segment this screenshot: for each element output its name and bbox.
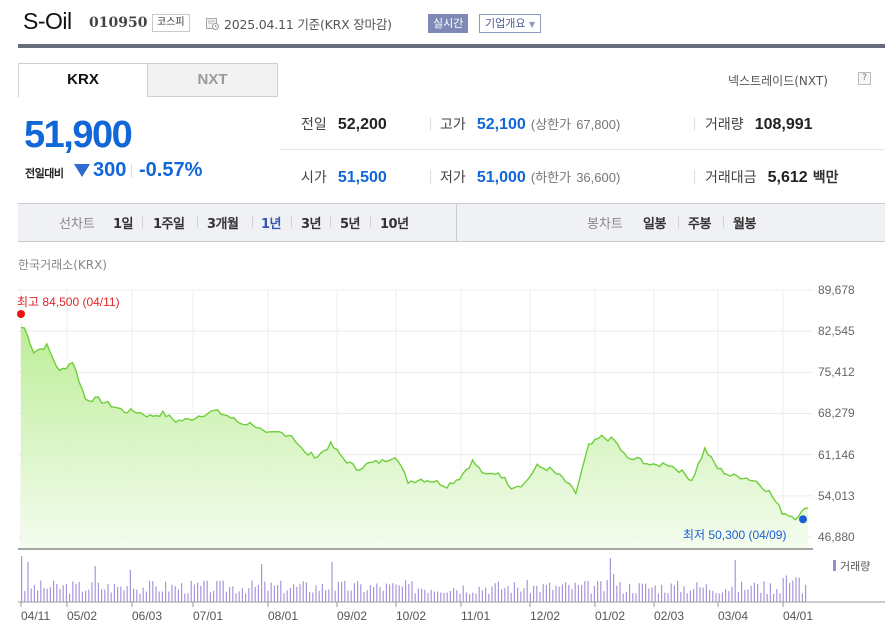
high-price: 고가 52,100 (상한가 67,800)	[440, 116, 621, 133]
divider	[197, 216, 198, 228]
trade-amount: 거래대금 5,612 백만	[705, 169, 839, 186]
stock-code: 010950	[89, 15, 148, 31]
help-icon[interactable]: ?	[858, 72, 871, 85]
high-marker	[17, 310, 25, 318]
y-tick: 75,412	[818, 365, 855, 379]
y-tick: 46,880	[818, 530, 855, 544]
x-tick: 04/01	[783, 609, 814, 623]
divider	[252, 216, 253, 228]
market-badge: 코스피	[152, 14, 190, 32]
realtime-button[interactable]: 실시간	[428, 14, 469, 33]
period-3y[interactable]: 3년	[301, 217, 322, 232]
volume-legend: 거래량	[840, 560, 871, 573]
y-tick: 68,279	[818, 406, 855, 420]
volume: 거래량 108,991	[705, 116, 813, 133]
upper-limit-label: (상한가	[530, 117, 572, 132]
low-price: 저가 51,000 (하한가 36,600)	[440, 169, 621, 186]
x-tick: 11/01	[461, 609, 491, 623]
info-divider	[280, 149, 885, 150]
period-1d[interactable]: 1일	[113, 217, 134, 232]
high-value: 52,100	[476, 116, 526, 133]
divider	[430, 170, 431, 184]
divider	[430, 117, 431, 131]
calendar-clock-icon	[206, 18, 219, 30]
line-chart-label: 선차트	[59, 217, 95, 232]
x-tick: 02/03	[654, 609, 685, 623]
price-chart[interactable]	[0, 280, 885, 637]
period-5y[interactable]: 5년	[340, 217, 361, 232]
company-name: S-Oil	[23, 8, 72, 34]
divider	[694, 117, 695, 131]
price-line	[20, 326, 809, 521]
low-annotation: 최저 50,300 (04/09)	[683, 528, 787, 542]
y-tick: 61,146	[818, 448, 855, 462]
divider	[678, 216, 679, 228]
x-tick: 01/02	[595, 609, 626, 623]
y-tick: 82,545	[818, 324, 855, 338]
open-value: 51,500	[337, 169, 387, 186]
change-value: 300	[93, 159, 127, 181]
divider	[142, 216, 143, 228]
trade-amount-unit: 백만	[812, 170, 839, 186]
tab-nxt[interactable]: NXT	[147, 63, 278, 97]
x-tick-marks	[20, 602, 784, 607]
x-tick: 12/02	[530, 609, 561, 623]
caret-down-icon: ▼	[528, 20, 536, 29]
low-value: 51,000	[476, 169, 526, 186]
period-10y[interactable]: 10년	[380, 217, 409, 232]
x-tick: 09/02	[337, 609, 368, 623]
period-3m[interactable]: 3개월	[207, 217, 239, 232]
upper-limit-value: 67,800)	[576, 117, 621, 132]
x-tick: 05/02	[67, 609, 98, 623]
divider	[456, 203, 457, 242]
trade-amount-value: 5,612	[767, 169, 808, 186]
y-tick: 89,678	[818, 283, 855, 297]
period-1w[interactable]: 1주일	[153, 217, 185, 232]
candle-weekly[interactable]: 주봉	[688, 217, 711, 232]
candle-chart-label: 봉차트	[587, 217, 623, 232]
divider	[370, 216, 371, 228]
lower-limit-label: (하한가	[530, 170, 572, 185]
x-tick: 03/04	[718, 609, 749, 623]
company-info-label: 기업개요	[485, 17, 526, 30]
prev-close: 전일 52,200	[301, 116, 387, 133]
reference-date: 2025.04.11 기준(KRX 장마감)	[224, 17, 392, 32]
period-1y[interactable]: 1년	[261, 217, 282, 232]
volume-legend-swatch	[833, 560, 836, 571]
divider	[291, 216, 292, 228]
y-tick: 54,013	[818, 489, 855, 503]
period-bar	[18, 203, 885, 242]
lower-limit-value: 36,600)	[576, 170, 621, 185]
company-info-dropdown[interactable]: 기업개요 ▼	[479, 14, 542, 33]
divider	[723, 216, 724, 228]
x-tick: 06/03	[132, 609, 163, 623]
exchange-label: 한국거래소(KRX)	[18, 258, 107, 272]
high-annotation: 최고 84,500 (04/11)	[17, 295, 120, 309]
change-label: 전일대비	[25, 167, 64, 180]
down-arrow-icon	[74, 164, 90, 177]
divider	[131, 164, 132, 178]
header-divider	[18, 44, 885, 48]
prev-close-value: 52,200	[337, 116, 387, 133]
x-tick: 04/11	[21, 609, 51, 623]
candle-daily[interactable]: 일봉	[643, 217, 666, 232]
price-area	[21, 327, 808, 549]
x-tick: 07/01	[193, 609, 224, 623]
volume-bars	[21, 556, 807, 602]
open-price: 시가 51,500	[301, 169, 387, 186]
change-percent: -0.57%	[139, 159, 203, 181]
tab-krx[interactable]: KRX	[18, 63, 148, 97]
x-tick: 08/01	[268, 609, 299, 623]
low-marker	[799, 515, 807, 524]
volume-value: 108,991	[754, 116, 813, 133]
x-tick: 10/02	[396, 609, 427, 623]
current-price: 51,900	[24, 114, 133, 156]
nextrade-link[interactable]: 넥스트레이드(NXT)	[728, 74, 828, 88]
divider	[330, 216, 331, 228]
divider	[694, 170, 695, 184]
candle-monthly[interactable]: 월봉	[733, 217, 756, 232]
